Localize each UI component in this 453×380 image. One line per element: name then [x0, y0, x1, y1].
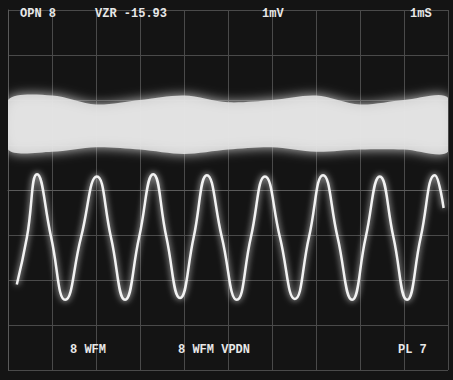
svg-text:VZR -15.93: VZR -15.93	[95, 7, 167, 21]
svg-text:8 WFM VPDN: 8 WFM VPDN	[178, 343, 250, 357]
svg-text:1mS: 1mS	[410, 7, 432, 21]
svg-text:PL 7: PL 7	[398, 343, 427, 357]
svg-text:OPN 8: OPN 8	[20, 7, 56, 21]
svg-text:8 WFM: 8 WFM	[70, 343, 106, 357]
svg-text:1mV: 1mV	[262, 7, 284, 21]
